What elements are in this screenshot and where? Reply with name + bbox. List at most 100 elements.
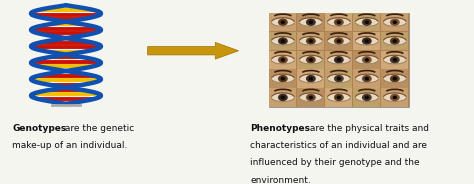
- Ellipse shape: [337, 39, 341, 43]
- Bar: [381, 13, 409, 31]
- Ellipse shape: [306, 56, 316, 64]
- Text: are the physical traits and: are the physical traits and: [307, 123, 429, 132]
- Ellipse shape: [328, 55, 350, 64]
- Ellipse shape: [383, 36, 406, 46]
- Ellipse shape: [272, 55, 294, 64]
- Ellipse shape: [272, 93, 294, 102]
- Ellipse shape: [300, 18, 322, 27]
- Ellipse shape: [383, 93, 406, 102]
- Ellipse shape: [309, 77, 313, 81]
- Text: Phenotypes: Phenotypes: [250, 123, 310, 132]
- Ellipse shape: [337, 20, 341, 24]
- Bar: [381, 69, 409, 88]
- Ellipse shape: [328, 93, 350, 102]
- Ellipse shape: [272, 74, 294, 83]
- Bar: [269, 88, 296, 107]
- Bar: [381, 51, 409, 69]
- Ellipse shape: [309, 95, 313, 99]
- Ellipse shape: [390, 56, 400, 64]
- Ellipse shape: [362, 75, 372, 82]
- Ellipse shape: [278, 37, 288, 45]
- Text: characteristics of an individual and are: characteristics of an individual and are: [250, 141, 427, 150]
- Bar: [353, 69, 380, 88]
- Bar: [353, 13, 380, 31]
- Ellipse shape: [281, 20, 285, 24]
- Ellipse shape: [390, 75, 400, 82]
- Ellipse shape: [390, 18, 400, 26]
- Text: influenced by their genotype and the: influenced by their genotype and the: [250, 158, 420, 167]
- Ellipse shape: [334, 56, 344, 64]
- Text: Genotypes: Genotypes: [12, 123, 67, 132]
- Bar: [269, 32, 296, 50]
- Ellipse shape: [365, 20, 369, 24]
- Bar: [269, 69, 296, 88]
- Ellipse shape: [272, 18, 294, 27]
- Ellipse shape: [383, 18, 406, 27]
- Bar: [325, 13, 352, 31]
- Ellipse shape: [365, 77, 369, 81]
- Ellipse shape: [281, 58, 285, 62]
- Ellipse shape: [362, 94, 372, 101]
- Ellipse shape: [328, 18, 350, 27]
- Ellipse shape: [300, 36, 322, 46]
- Ellipse shape: [306, 37, 316, 45]
- Ellipse shape: [281, 39, 285, 43]
- Ellipse shape: [356, 74, 378, 83]
- Ellipse shape: [328, 74, 350, 83]
- Ellipse shape: [356, 36, 378, 46]
- Bar: [297, 69, 324, 88]
- Ellipse shape: [356, 18, 378, 27]
- Ellipse shape: [281, 77, 285, 81]
- Bar: [325, 32, 352, 50]
- Ellipse shape: [309, 58, 313, 62]
- Ellipse shape: [334, 94, 344, 101]
- Bar: [297, 51, 324, 69]
- Bar: [353, 51, 380, 69]
- Ellipse shape: [337, 77, 341, 81]
- Ellipse shape: [337, 58, 341, 62]
- Text: make-up of an individual.: make-up of an individual.: [12, 141, 128, 150]
- Ellipse shape: [309, 20, 313, 24]
- Ellipse shape: [392, 95, 397, 99]
- Bar: [297, 88, 324, 107]
- Bar: [325, 69, 352, 88]
- Bar: [381, 32, 409, 50]
- Bar: [325, 51, 352, 69]
- Ellipse shape: [356, 55, 378, 64]
- Ellipse shape: [365, 39, 369, 43]
- Bar: [269, 13, 296, 31]
- Ellipse shape: [278, 94, 288, 101]
- Ellipse shape: [278, 18, 288, 26]
- Ellipse shape: [392, 20, 397, 24]
- FancyArrow shape: [147, 42, 238, 59]
- Ellipse shape: [281, 95, 285, 99]
- Text: environment.: environment.: [250, 176, 311, 184]
- Ellipse shape: [392, 77, 397, 81]
- Ellipse shape: [392, 58, 397, 62]
- Ellipse shape: [362, 56, 372, 64]
- Ellipse shape: [365, 58, 369, 62]
- Ellipse shape: [306, 18, 316, 26]
- Ellipse shape: [306, 75, 316, 82]
- Ellipse shape: [362, 37, 372, 45]
- Ellipse shape: [272, 36, 294, 46]
- Ellipse shape: [300, 74, 322, 83]
- Ellipse shape: [356, 93, 378, 102]
- Bar: [297, 13, 324, 31]
- Ellipse shape: [390, 94, 400, 101]
- Ellipse shape: [390, 37, 400, 45]
- Ellipse shape: [334, 37, 344, 45]
- Bar: [325, 88, 352, 107]
- Ellipse shape: [365, 95, 369, 99]
- Bar: [381, 88, 409, 107]
- Bar: [269, 51, 296, 69]
- Bar: [353, 32, 380, 50]
- Text: are the genetic: are the genetic: [62, 123, 135, 132]
- Ellipse shape: [383, 74, 406, 83]
- Ellipse shape: [278, 56, 288, 64]
- Ellipse shape: [328, 36, 350, 46]
- Ellipse shape: [309, 39, 313, 43]
- Ellipse shape: [278, 75, 288, 82]
- Bar: [353, 88, 380, 107]
- Ellipse shape: [362, 18, 372, 26]
